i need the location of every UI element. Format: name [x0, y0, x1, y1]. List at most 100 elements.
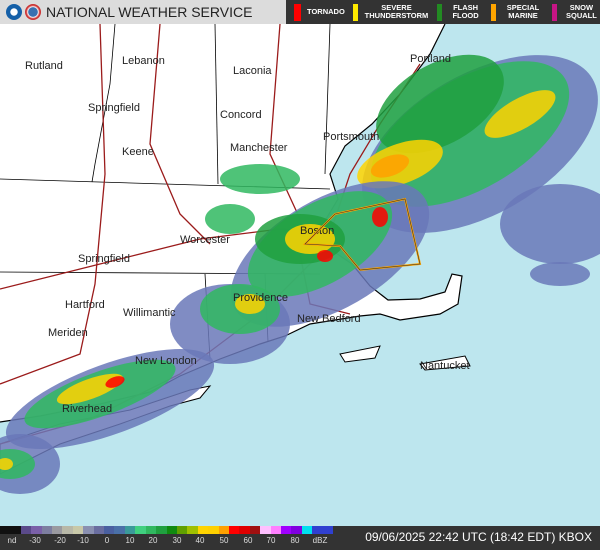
scale-color — [0, 526, 11, 534]
city-labels: Rutland Lebanon Laconia Springfield Concord K… — [25, 53, 470, 415]
scale-color — [20, 526, 32, 534]
city-label: Keene — [122, 146, 154, 158]
radar-echo — [205, 204, 255, 234]
legend-label: SPECIAL MARINE — [506, 3, 540, 20]
legend-label: FLASH FLOOD — [452, 3, 479, 20]
city-label: Laconia — [233, 65, 272, 77]
legend-swatch — [294, 3, 301, 21]
radar-echo — [0, 449, 35, 479]
scale-tick: dBZ — [312, 536, 328, 545]
city-label: Riverhead — [62, 403, 112, 415]
scale-color — [104, 526, 115, 534]
scale-color — [301, 526, 313, 534]
scale-color — [280, 526, 292, 534]
scale-color — [260, 526, 271, 534]
scale-tick: 30 — [172, 536, 182, 545]
city-label: Meriden — [48, 327, 88, 339]
scale-tick: 10 — [125, 536, 135, 545]
legend-item: SNOW SQUALL — [552, 3, 600, 21]
legend-label: SNOW SQUALL — [566, 3, 597, 20]
legend-item: SEVERE THUNDERSTORM — [352, 3, 430, 21]
scale-color — [322, 526, 333, 534]
city-label: Providence — [233, 292, 288, 304]
scale-color — [270, 526, 281, 534]
scale-tick: 60 — [243, 536, 253, 545]
radar-map[interactable]: Rutland Lebanon Laconia Springfield Concord K… — [0, 24, 600, 526]
scale-tick: -20 — [54, 536, 66, 545]
noaa-logo — [6, 4, 22, 20]
scale-color — [312, 526, 323, 534]
scale-color — [249, 526, 261, 534]
radar-echo — [220, 164, 300, 194]
scale-tick: 20 — [148, 536, 158, 545]
scale-tick: -10 — [77, 536, 89, 545]
city-label: Worcester — [180, 234, 230, 246]
scale-color — [208, 526, 219, 534]
scale-color — [124, 526, 136, 534]
scale-color — [114, 526, 125, 534]
brand: NATIONAL WEATHER SERVICE — [0, 0, 286, 24]
city-label: Springfield — [88, 102, 140, 114]
radar-echo — [105, 376, 125, 388]
city-label: Portland — [410, 53, 451, 65]
city-label: Nantucket — [420, 360, 470, 372]
scale-color — [145, 526, 157, 534]
legend-label: TORNADO — [307, 7, 345, 16]
warnings-legend: TORNADO SEVERE THUNDERSTORM FLASH FLOOD SPE… — [286, 0, 600, 24]
city-label: Hartford — [65, 299, 105, 311]
scale-color — [41, 526, 53, 534]
scale-tick: 80 — [290, 536, 300, 545]
scale-color — [228, 526, 240, 534]
city-label: New Bedford — [297, 313, 361, 325]
scale-tick: 70 — [266, 536, 276, 545]
dbz-scale-ticks: nd -30 -20 -10 0 10 20 30 40 50 60 70 80 dBZ — [0, 536, 340, 548]
radar-echo — [372, 207, 388, 227]
radar-echo — [56, 373, 124, 405]
legend-swatch — [437, 3, 442, 21]
scale-color — [10, 526, 21, 534]
scale-color — [166, 526, 177, 534]
radar-echo — [500, 184, 600, 264]
scale-color — [291, 526, 302, 534]
scale-color — [239, 526, 250, 534]
legend-swatch — [491, 3, 496, 21]
scale-tick: -30 — [29, 536, 41, 545]
dbz-color-scale — [0, 526, 333, 534]
city-label: Manchester — [230, 142, 288, 154]
legend-item: SPECIAL MARINE — [491, 3, 544, 21]
radar-echo — [530, 262, 590, 286]
legend-swatch — [552, 3, 557, 21]
legend-item: TORNADO — [294, 3, 345, 21]
timestamp: 09/06/2025 22:42 UTC (18:42 EDT) KBOX — [365, 530, 592, 544]
page-title: NATIONAL WEATHER SERVICE — [46, 4, 253, 20]
scale-color — [176, 526, 188, 534]
scale-color — [52, 526, 63, 534]
nantucket — [419, 355, 471, 371]
legend-label: SEVERE THUNDERSTORM — [364, 3, 429, 20]
scale-color — [187, 526, 198, 534]
legend-swatch — [352, 3, 358, 21]
scale-color — [135, 526, 146, 534]
scale-color — [197, 526, 209, 534]
scale-color — [218, 526, 229, 534]
nws-logo — [25, 4, 41, 20]
legend-item: FLASH FLOOD — [437, 3, 483, 21]
radar-echo — [0, 458, 13, 470]
scale-tick: 40 — [195, 536, 205, 545]
scale-color — [72, 526, 84, 534]
city-label: Rutland — [25, 60, 63, 72]
header: NATIONAL WEATHER SERVICE TORNADO SEVERE T… — [0, 0, 600, 24]
scale-tick: 50 — [219, 536, 229, 545]
scale-color — [31, 526, 42, 534]
scale-tick: nd — [7, 536, 17, 545]
radar-echo — [376, 54, 504, 154]
city-label: New London — [135, 355, 197, 367]
radar-echo — [317, 250, 333, 262]
radar-echo — [484, 90, 556, 138]
scale-color — [62, 526, 73, 534]
city-label: Willimantic — [123, 307, 176, 319]
scale-color — [156, 526, 167, 534]
scale-color — [93, 526, 105, 534]
scale-color — [83, 526, 94, 534]
radar-echoes — [0, 54, 600, 494]
